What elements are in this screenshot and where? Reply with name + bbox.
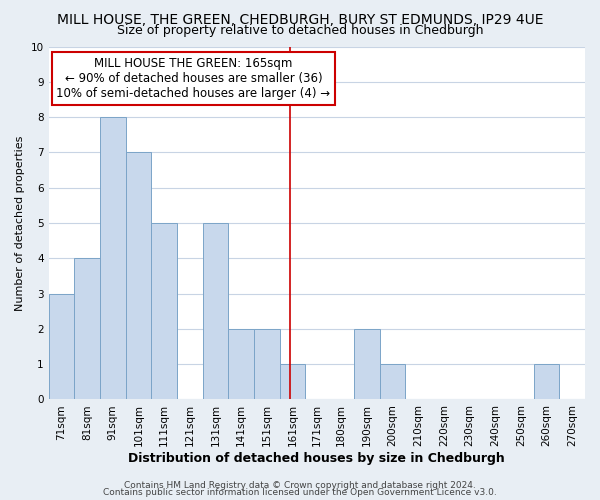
Bar (100, 117, 125, 400)
Text: Contains HM Land Registry data © Crown copyright and database right 2024.: Contains HM Land Registry data © Crown c… (124, 480, 476, 490)
Text: MILL HOUSE, THE GREEN, CHEDBURGH, BURY ST EDMUNDS, IP29 4UE: MILL HOUSE, THE GREEN, CHEDBURGH, BURY S… (57, 12, 543, 26)
Bar (280, 364, 305, 400)
Text: Size of property relative to detached houses in Chedburgh: Size of property relative to detached ho… (117, 24, 483, 37)
Bar (74, 258, 100, 400)
Bar (151, 223, 177, 400)
Text: Contains public sector information licensed under the Open Government Licence v3: Contains public sector information licen… (103, 488, 497, 497)
Bar (125, 152, 151, 400)
Bar (533, 364, 559, 400)
Bar (354, 329, 380, 400)
Bar (254, 329, 280, 400)
Bar (203, 223, 228, 400)
Bar (49, 294, 74, 400)
Bar (380, 364, 406, 400)
Text: MILL HOUSE THE GREEN: 165sqm
← 90% of detached houses are smaller (36)
10% of se: MILL HOUSE THE GREEN: 165sqm ← 90% of de… (56, 57, 331, 100)
X-axis label: Distribution of detached houses by size in Chedburgh: Distribution of detached houses by size … (128, 452, 505, 465)
Y-axis label: Number of detached properties: Number of detached properties (15, 136, 25, 310)
Bar (228, 329, 254, 400)
